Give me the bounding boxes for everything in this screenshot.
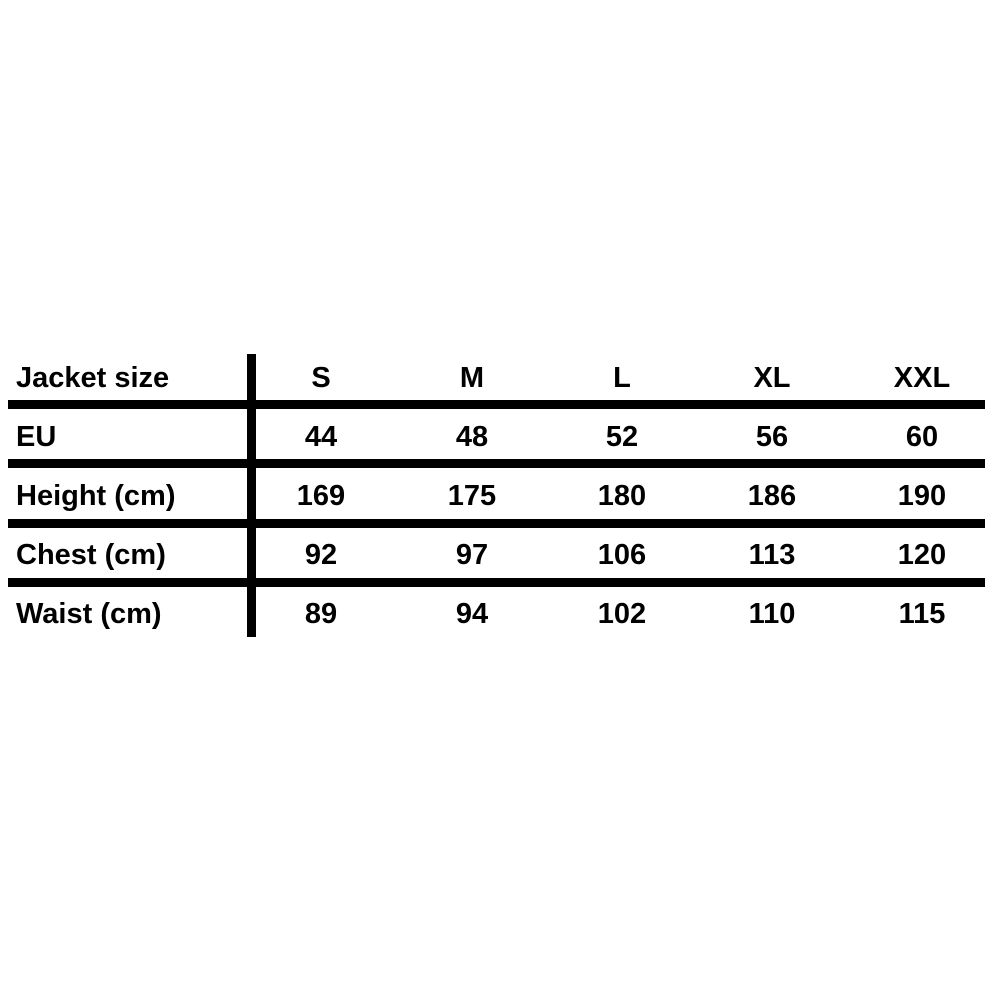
table-cell: 115 [898,598,946,630]
header-label: Jacket size [16,362,170,394]
table-cell: 110 [748,598,796,630]
row-divider [8,578,985,587]
header-size-cell: L [613,362,631,394]
table-cell: 106 [597,539,647,571]
table-cell: 89 [304,598,338,630]
table-cell: 186 [747,480,797,512]
header-size-cell: XXL [893,362,951,394]
table-cell: 48 [455,421,489,453]
row-divider [8,459,985,468]
header-size-cell: M [459,362,485,394]
table-cell: 175 [447,480,497,512]
row-label: Height (cm) [16,480,176,512]
row-divider [8,400,985,409]
table-cell: 60 [905,421,939,453]
table-cell: 97 [455,539,489,571]
column-divider [247,354,256,637]
table-cell: 56 [755,421,789,453]
row-label: Chest (cm) [16,539,166,571]
table-cell: 52 [605,421,639,453]
table-cell: 113 [748,539,796,571]
table-cell: 169 [296,480,346,512]
table-cell: 190 [897,480,947,512]
row-label: EU [16,421,57,453]
header-size-cell: S [311,362,331,394]
table-cell: 44 [304,421,338,453]
row-divider [8,519,985,528]
table-cell: 120 [897,539,947,571]
table-cell: 94 [455,598,489,630]
table-cell: 92 [304,539,338,571]
row-label: Waist (cm) [16,598,162,630]
table-cell: 102 [597,598,647,630]
table-cell: 180 [597,480,647,512]
header-size-cell: XL [753,362,791,394]
